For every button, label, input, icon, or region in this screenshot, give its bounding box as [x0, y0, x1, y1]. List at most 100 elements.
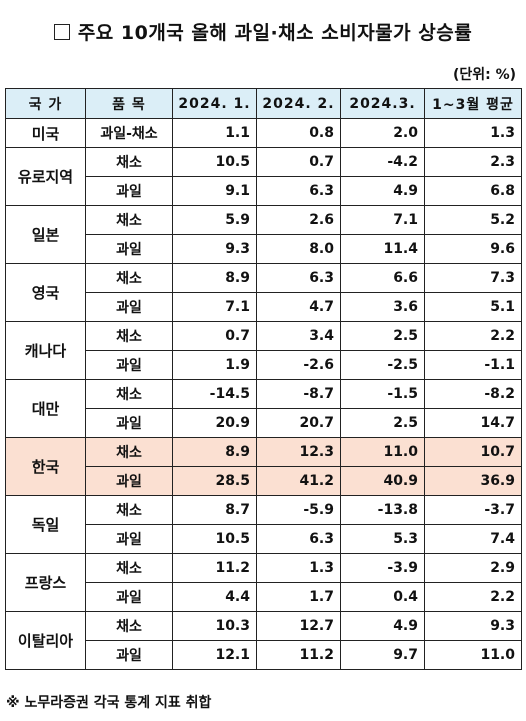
value-avg: 9.3 — [424, 611, 522, 641]
value-avg: 5.1 — [424, 292, 522, 322]
value-feb: 6.3 — [256, 524, 341, 554]
value-avg: 2.2 — [424, 582, 522, 612]
value-mar: -2.5 — [340, 350, 425, 380]
table-row: 유로지역 채소 10.5 0.7 -4.2 2.3 — [5, 147, 522, 206]
value-feb: 0.8 — [256, 118, 341, 148]
value-feb: -2.6 — [256, 350, 341, 380]
value-mar: 4.9 — [340, 611, 425, 641]
value-avg: 1.3 — [424, 118, 522, 148]
value-mar: 2.0 — [340, 118, 425, 148]
value-jan: 8.9 — [172, 437, 257, 467]
value-feb: 0.7 — [256, 147, 341, 177]
source-note: ※ 노무라증권 각국 통계 지표 취합 — [6, 695, 212, 711]
value-avg: -1.1 — [424, 350, 522, 380]
value-feb: 12.7 — [256, 611, 341, 641]
table-row: 대만 채소 -14.5 -8.7 -1.5 -8.2 — [5, 379, 522, 438]
country-cell: 캐나다 — [5, 321, 86, 380]
value-mar: -3.9 — [340, 553, 425, 583]
value-mar: 11.0 — [340, 437, 425, 467]
value-mar: 0.4 — [340, 582, 425, 612]
table-row-highlighted: 한국 채소 8.9 12.3 11.0 10.7 — [5, 437, 522, 496]
table-row: 미국 과일-채소 1.1 0.8 2.0 1.3 — [5, 118, 522, 148]
value-jan: 1.1 — [172, 118, 257, 148]
item-cell: 채소 — [85, 553, 173, 583]
item-cell: 과일 — [85, 350, 173, 380]
table-row: 일본 채소 5.9 2.6 7.1 5.2 — [5, 205, 522, 264]
value-avg: 6.8 — [424, 176, 522, 206]
value-avg: 2.9 — [424, 553, 522, 583]
value-jan: 10.3 — [172, 611, 257, 641]
value-feb: 20.7 — [256, 408, 341, 438]
inflation-table: 국 가 품 목 2024. 1. 2024. 2. 2024.3. 1~3월 평… — [5, 88, 522, 670]
value-mar: 4.9 — [340, 176, 425, 206]
item-cell: 과일 — [85, 408, 173, 438]
value-feb: 6.3 — [256, 176, 341, 206]
table-row: 이탈리아 채소 10.3 12.7 4.9 9.3 — [5, 611, 522, 670]
value-mar: 40.9 — [340, 466, 425, 496]
item-cell: 과일 — [85, 582, 173, 612]
table-row: 과일 1.9 -2.6 -2.5 -1.1 — [6, 350, 522, 380]
value-avg: 7.3 — [424, 263, 522, 293]
value-mar: 5.3 — [340, 524, 425, 554]
value-jan: 8.9 — [172, 263, 257, 293]
page-title: 주요 10개국 올해 과일·채소 소비자물가 상승률 — [0, 18, 526, 45]
header-feb: 2024. 2. — [256, 88, 341, 119]
table-header-row: 국 가 품 목 2024. 1. 2024. 2. 2024.3. 1~3월 평… — [5, 88, 522, 119]
value-feb: 6.3 — [256, 263, 341, 293]
country-cell: 영국 — [5, 263, 86, 322]
country-cell: 독일 — [5, 495, 86, 554]
value-avg: -8.2 — [424, 379, 522, 409]
value-avg: 2.3 — [424, 147, 522, 177]
value-jan: 4.4 — [172, 582, 257, 612]
header-jan: 2024. 1. — [172, 88, 257, 119]
value-mar: -4.2 — [340, 147, 425, 177]
value-mar: 2.5 — [340, 408, 425, 438]
item-cell: 채소 — [85, 321, 173, 351]
table-row: 과일 7.1 4.7 3.6 5.1 — [6, 292, 522, 322]
table-row: 과일 4.4 1.7 0.4 2.2 — [6, 582, 522, 612]
header-avg: 1~3월 평균 — [424, 88, 522, 119]
value-jan: 12.1 — [172, 640, 257, 670]
value-jan: 7.1 — [172, 292, 257, 322]
value-avg: 36.9 — [424, 466, 522, 496]
value-jan: 10.5 — [172, 524, 257, 554]
value-mar: 7.1 — [340, 205, 425, 235]
item-cell: 채소 — [85, 379, 173, 409]
unit-label: (단위: %) — [452, 67, 516, 83]
country-cell: 이탈리아 — [5, 611, 86, 670]
value-mar: -13.8 — [340, 495, 425, 525]
value-feb: -8.7 — [256, 379, 341, 409]
item-cell: 채소 — [85, 147, 173, 177]
item-cell: 과일 — [85, 640, 173, 670]
title-text: 주요 10개국 올해 과일·채소 소비자물가 상승률 — [77, 22, 473, 44]
item-cell: 과일 — [85, 524, 173, 554]
value-jan: 8.7 — [172, 495, 257, 525]
table-row: 과일 9.3 8.0 11.4 9.6 — [6, 234, 522, 264]
value-jan: 9.3 — [172, 234, 257, 264]
item-cell: 과일 — [85, 234, 173, 264]
value-avg: 10.7 — [424, 437, 522, 467]
header-item: 품 목 — [85, 88, 173, 119]
value-jan: 20.9 — [172, 408, 257, 438]
item-cell: 과일 — [85, 176, 173, 206]
value-avg: 2.2 — [424, 321, 522, 351]
item-cell: 채소 — [85, 437, 173, 467]
item-cell: 채소 — [85, 263, 173, 293]
value-feb: 1.7 — [256, 582, 341, 612]
country-cell: 미국 — [5, 118, 86, 148]
value-jan: 28.5 — [172, 466, 257, 496]
country-cell: 대만 — [5, 379, 86, 438]
country-cell: 프랑스 — [5, 553, 86, 612]
country-cell: 한국 — [5, 437, 86, 496]
value-feb: 11.2 — [256, 640, 341, 670]
value-feb: -5.9 — [256, 495, 341, 525]
value-feb: 3.4 — [256, 321, 341, 351]
item-cell: 채소 — [85, 205, 173, 235]
value-avg: 14.7 — [424, 408, 522, 438]
value-jan: 10.5 — [172, 147, 257, 177]
value-feb: 2.6 — [256, 205, 341, 235]
header-mar: 2024.3. — [340, 88, 425, 119]
value-mar: 2.5 — [340, 321, 425, 351]
value-feb: 4.7 — [256, 292, 341, 322]
item-cell: 채소 — [85, 611, 173, 641]
